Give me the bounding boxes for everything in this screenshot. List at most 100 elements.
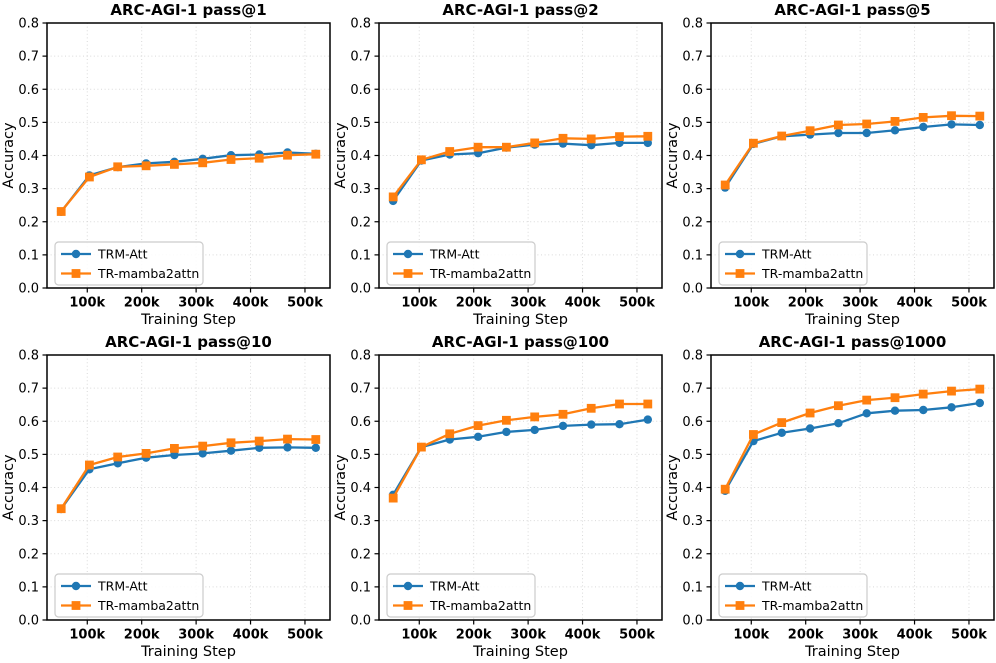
x-tick-label: 300k	[510, 296, 546, 311]
x-tick-label: 300k	[510, 627, 546, 642]
x-tick-label: 500k	[287, 627, 323, 642]
marker-square	[198, 158, 208, 168]
legend: TRM-Att TR-mamba2attn	[386, 241, 536, 286]
x-axis-label: Training Step	[140, 644, 236, 660]
chart-title: ARC-AGI-1 pass@100	[432, 333, 609, 351]
legend-box	[718, 572, 868, 618]
marker-circle	[777, 428, 786, 437]
y-tick-label: 0.3	[350, 182, 371, 197]
legend-marker-circle	[403, 581, 413, 590]
x-tick-label: 200k	[788, 627, 824, 642]
marker-square	[720, 180, 730, 190]
marker-circle	[558, 421, 568, 430]
y-tick-label: 0.1	[682, 580, 703, 595]
subplot-arc-agi-1-pass-1: 100k 200k 300k 400k 500k 0.0 0.1 0.2 0.3 0.4 0.5 0.…	[0, 0, 332, 332]
series-line-tr-mamba2attn	[723, 114, 981, 187]
y-tick-label: 0.0	[350, 282, 371, 297]
marker-circle	[805, 423, 815, 433]
marker-circle	[311, 443, 320, 452]
series-line-tr-mamba2attn	[59, 153, 317, 213]
y-tick-label: 0.0	[18, 282, 39, 297]
marker-square	[720, 484, 730, 494]
marker-square	[530, 138, 540, 148]
y-tick-label: 0.7	[18, 381, 39, 396]
x-tick-label: 200k	[124, 296, 160, 311]
subplot-arc-agi-1-pass-5: 100k 200k 300k 400k 500k 0.0 0.1 0.2 0.3 0.4 0.5 0.…	[664, 0, 996, 332]
series-line-trm-att	[391, 417, 649, 496]
marker-square	[283, 434, 292, 443]
marker-circle	[947, 120, 956, 129]
x-tick-label: 100k	[401, 627, 437, 642]
y-tick-label: 0.2	[18, 215, 39, 230]
marker-circle	[862, 128, 871, 138]
subplot-arc-agi-1-pass-10: 100k 200k 300k 400k 500k 0.0 0.1 0.2 0.3 0.4 0.5 0.…	[0, 332, 332, 663]
marker-square	[417, 155, 426, 165]
y-tick-label: 0.2	[350, 547, 371, 562]
marker-square	[85, 460, 94, 469]
y-tick-label: 0.7	[682, 50, 703, 65]
marker-square	[170, 443, 179, 453]
legend-label: TRM-Att	[97, 246, 148, 261]
marker-circle	[643, 414, 652, 424]
chart-canvas: 100k 200k 300k 400k 500k 0.0 0.1 0.2 0.3 0.4 0.5 0.…	[1, 333, 331, 660]
x-tick-label: 300k	[842, 627, 878, 642]
legend-marker-square	[735, 269, 745, 278]
y-tick-label: 0.0	[350, 613, 371, 628]
marker-circle	[530, 425, 539, 434]
marker-square	[502, 142, 511, 152]
x-axis-label: Training Step	[804, 644, 900, 660]
marker-square	[445, 147, 455, 156]
x-axis-label: Training Step	[804, 312, 900, 328]
x-tick-label: 200k	[124, 627, 160, 642]
legend: TRM-Att TR-mamba2attn	[718, 241, 868, 286]
y-tick-label: 0.0	[682, 613, 703, 628]
marker-square	[311, 434, 321, 444]
marker-circle	[473, 432, 483, 441]
y-tick-label: 0.2	[350, 215, 371, 230]
y-tick-label: 0.1	[682, 248, 703, 263]
y-tick-label: 0.4	[350, 149, 371, 164]
marker-square	[473, 142, 483, 152]
y-axis-label: Accuracy	[333, 453, 349, 520]
marker-square	[283, 150, 292, 160]
marker-square	[141, 448, 151, 458]
legend: TRM-Att TR-mamba2attn	[718, 572, 868, 618]
legend-label: TR-mamba2attn	[761, 597, 863, 612]
y-tick-label: 0.4	[682, 481, 703, 496]
x-tick-label: 200k	[788, 296, 824, 311]
y-axis-label: Accuracy	[333, 122, 349, 189]
chart-title: ARC-AGI-1 pass@2	[442, 1, 598, 19]
y-tick-label: 0.8	[18, 17, 39, 32]
marker-square	[56, 503, 66, 513]
marker-circle	[615, 419, 624, 428]
series-line-tr-mamba2attn	[723, 387, 981, 490]
y-tick-label: 0.0	[18, 613, 39, 628]
marker-square	[643, 131, 653, 141]
y-tick-label: 0.6	[350, 83, 371, 98]
chart-canvas: 100k 200k 300k 400k 500k 0.0 0.1 0.2 0.3 0.4 0.5 0.…	[333, 1, 663, 328]
marker-square	[311, 149, 321, 159]
marker-square	[805, 408, 815, 417]
y-tick-label: 0.3	[682, 514, 703, 529]
marker-square	[586, 403, 596, 413]
y-tick-label: 0.7	[682, 381, 703, 396]
chart-canvas: 100k 200k 300k 400k 500k 0.0 0.1 0.2 0.3 0.4 0.5 0.…	[1, 1, 331, 328]
y-tick-label: 0.7	[350, 50, 371, 65]
marker-square	[417, 442, 426, 451]
y-tick-label: 0.5	[350, 447, 371, 462]
x-tick-label: 100k	[69, 627, 105, 642]
y-tick-label: 0.8	[350, 348, 371, 363]
series-line-trm-att	[59, 151, 317, 213]
marker-square	[56, 207, 66, 216]
marker-square	[615, 399, 624, 408]
y-axis-label: Accuracy	[1, 453, 17, 520]
legend-box	[54, 572, 204, 618]
subplot-arc-agi-1-pass-100: 100k 200k 300k 400k 500k 0.0 0.1 0.2 0.3 0.4 0.5 0.…	[332, 332, 664, 663]
y-axis-label: Accuracy	[665, 453, 681, 520]
marker-square	[643, 399, 653, 408]
marker-square	[918, 113, 928, 122]
legend-label: TRM-Att	[97, 578, 148, 593]
legend-label: TRM-Att	[429, 246, 480, 261]
marker-square	[388, 493, 398, 502]
series-line-trm-att	[391, 141, 649, 203]
